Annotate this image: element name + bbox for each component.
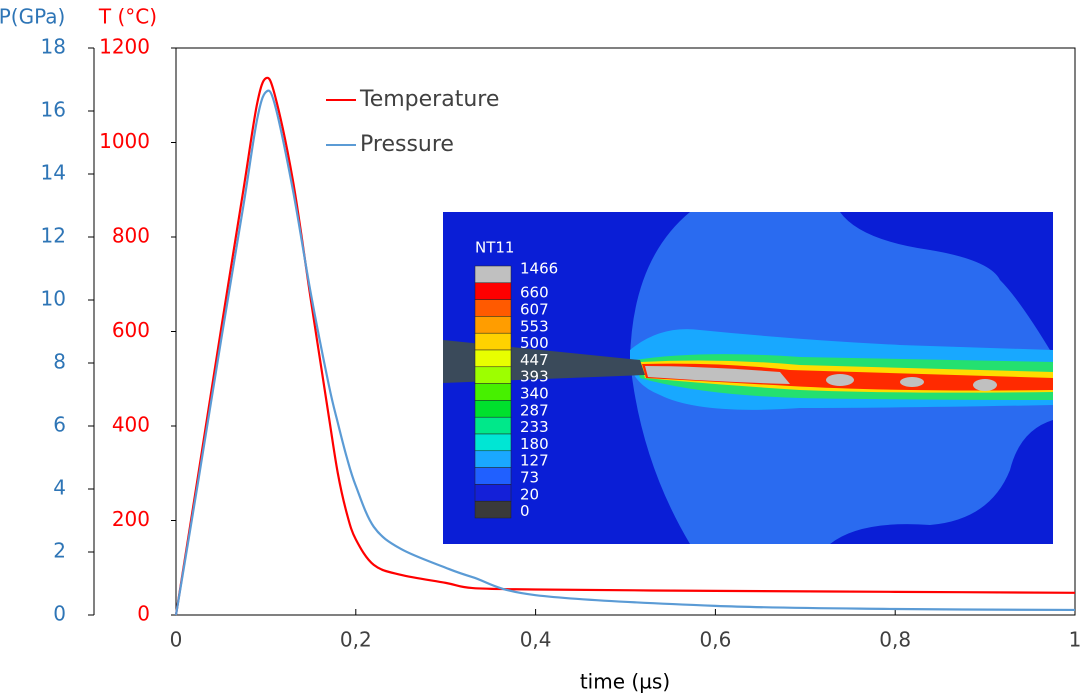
inset-legend-label: 1466	[520, 260, 558, 278]
inset-legend-label: 340	[520, 385, 549, 403]
inset-region	[900, 377, 924, 387]
inset-legend-swatch	[474, 282, 512, 300]
inset-legend-label: 20	[520, 485, 539, 503]
y2-tick-label: 0	[137, 602, 150, 626]
y-tick-label: 14	[41, 161, 66, 185]
inset-legend-swatch	[474, 484, 512, 502]
y-axis-title: P(GPa)	[0, 5, 65, 29]
inset-legend-swatch	[474, 316, 512, 334]
inset-legend-label: 553	[520, 317, 549, 335]
inset-legend-swatch	[474, 433, 512, 452]
inset-legend-swatch	[474, 400, 512, 418]
y-tick-label: 0	[53, 602, 66, 626]
inset-legend-swatch	[474, 332, 512, 351]
inset-legend-label: 287	[520, 401, 549, 419]
inset-legend-label: 660	[520, 284, 549, 302]
legend-label: Pressure	[360, 132, 454, 157]
inset-region	[826, 374, 854, 386]
inset-legend-swatch	[474, 416, 512, 435]
x-tick-label: 1	[1069, 628, 1082, 652]
y-tick-label: 10	[41, 287, 66, 311]
inset-legend-swatch	[474, 366, 512, 384]
y-tick-label: 12	[41, 224, 66, 248]
y-tick-label: 18	[41, 35, 66, 59]
series-line	[174, 89, 1076, 616]
y-tick-label: 4	[53, 476, 66, 500]
inset-legend-label: 393	[520, 368, 549, 386]
y2-tick-label: 400	[112, 413, 150, 437]
series-line	[174, 76, 1076, 616]
inset-legend-label: 233	[520, 418, 549, 436]
y-tick-label: 16	[41, 98, 66, 122]
inset-region	[973, 379, 997, 391]
inset-legend-swatch	[474, 467, 512, 485]
y2-tick-label: 800	[112, 224, 150, 248]
y-tick-label: 2	[53, 539, 66, 563]
y2-tick-label: 1200	[99, 35, 150, 59]
inset-legend-label: 0	[520, 502, 530, 520]
inset-legend-label: 73	[520, 469, 539, 487]
x-tick-label: 0,2	[340, 628, 372, 652]
y-tick-label: 8	[53, 350, 66, 374]
inset-legend-label: 607	[520, 301, 549, 319]
y2-axis-title: T (°C)	[98, 5, 157, 29]
inset-legend-swatch	[474, 383, 512, 401]
y2-tick-label: 600	[112, 318, 150, 342]
x-tick-label: 0,8	[879, 628, 911, 652]
y-tick-label: 6	[53, 413, 66, 437]
inset-region	[645, 366, 790, 384]
y2-tick-label: 1000	[99, 129, 150, 153]
inset-legend-label: 127	[520, 452, 549, 470]
inset-legend-swatch	[474, 450, 512, 468]
y2-tick-label: 200	[112, 507, 150, 531]
inset-legend-title: NT11	[475, 239, 514, 257]
x-tick-label: 0	[170, 628, 183, 652]
inset-legend-swatch	[474, 299, 512, 317]
x-tick-label: 0,4	[520, 628, 552, 652]
inset-legend-label: 180	[520, 435, 549, 453]
inset-legend-label: 447	[520, 351, 549, 369]
inset-legend-swatch	[474, 500, 512, 519]
legend-label: Temperature	[359, 87, 499, 112]
inset-legend-swatch	[474, 349, 512, 368]
inset-legend-swatch	[474, 265, 512, 284]
x-axis-title: time (µs)	[580, 670, 670, 694]
inset-legend-label: 500	[520, 334, 549, 352]
x-tick-label: 0,6	[699, 628, 731, 652]
